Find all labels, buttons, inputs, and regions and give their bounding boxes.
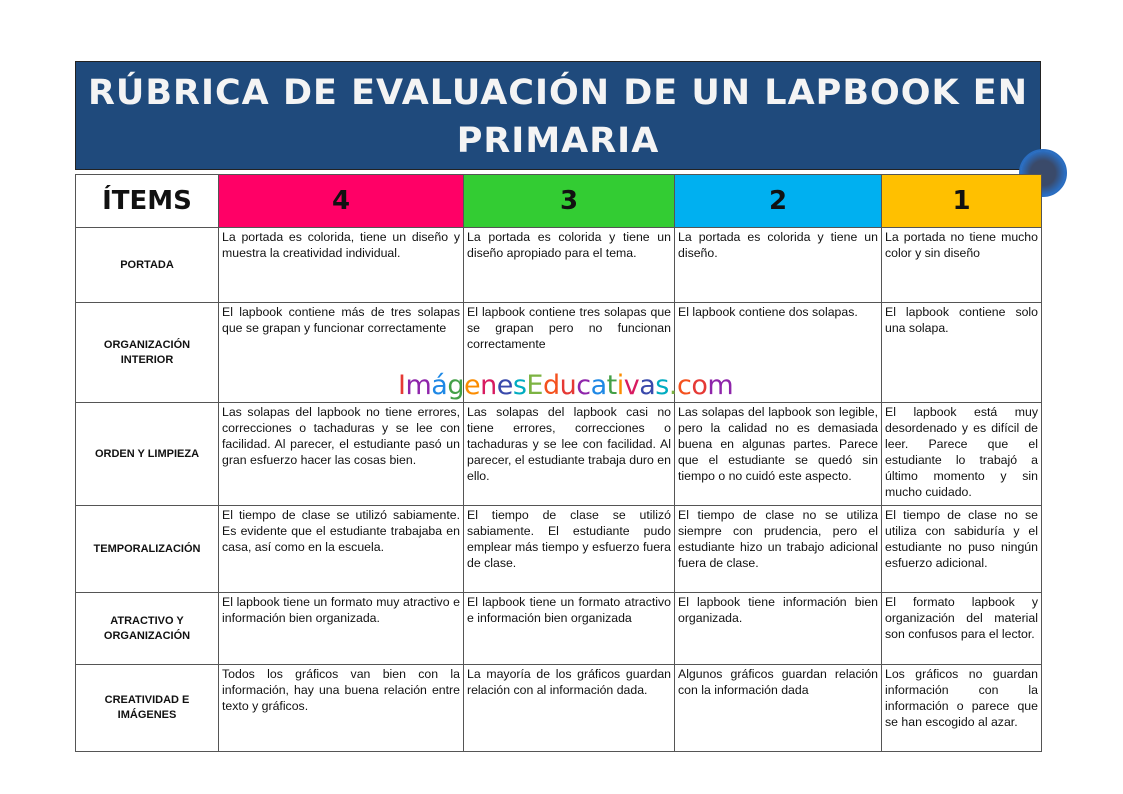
table-row: CREATIVIDAD E IMÁGENES Todos los gráficos… — [75, 664, 1042, 752]
criteria-cell: El lapbook tiene un formato atractivo e … — [463, 592, 675, 665]
criteria-cell: El tiempo de clase se utilizó sabiamente… — [463, 505, 675, 593]
criteria-cell: El lapbook contiene tres solapas que se … — [463, 302, 675, 403]
table-row: TEMPORALIZACIÓN El tiempo de clase se uti… — [75, 505, 1042, 593]
item-label: ATRACTIVO Y ORGANIZACIÓN — [75, 592, 219, 665]
item-label: ORDEN Y LIMPIEZA — [75, 402, 219, 506]
item-label: TEMPORALIZACIÓN — [75, 505, 219, 593]
rubric-table: ÍTEMS 4 3 2 1 PORTADA La portada es colorida,… — [75, 174, 1042, 752]
table-row: ORGANIZACIÓN INTERIOR El lapbook contiene… — [75, 302, 1042, 403]
items-header: ÍTEMS — [75, 174, 219, 228]
criteria-cell: Algunos gráficos guardan relación con la… — [674, 664, 882, 752]
page-title: RÚBRICA DE EVALUACIÓN DE UN LAPBOOK EN P… — [75, 61, 1041, 170]
criteria-cell: El lapbook tiene información bien organi… — [674, 592, 882, 665]
criteria-cell: Las solapas del lapbook no tiene errores… — [218, 402, 464, 506]
criteria-cell: El lapbook tiene un formato muy atractiv… — [218, 592, 464, 665]
item-label: ORGANIZACIÓN INTERIOR — [75, 302, 219, 403]
score-header: 3 — [463, 174, 675, 228]
score-header: 4 — [218, 174, 464, 228]
criteria-cell: El tiempo de clase no se utiliza siempre… — [674, 505, 882, 593]
table-row: PORTADA La portada es colorida, tiene un … — [75, 227, 1042, 303]
criteria-cell: Las solapas del lapbook casi no tiene er… — [463, 402, 675, 506]
item-label: PORTADA — [75, 227, 219, 303]
table-row: ATRACTIVO Y ORGANIZACIÓN El lapbook tiene… — [75, 592, 1042, 665]
criteria-cell: El lapbook contiene dos solapas. — [674, 302, 882, 403]
criteria-cell: El tiempo de clase no se utiliza con sab… — [881, 505, 1042, 593]
score-header: 2 — [674, 174, 882, 228]
criteria-cell: El tiempo de clase se utilizó sabiamente… — [218, 505, 464, 593]
criteria-cell: La portada es colorida, tiene un diseño … — [218, 227, 464, 303]
criteria-cell: La portada es colorida y tiene un diseño… — [463, 227, 675, 303]
criteria-cell: Los gráficos no guardan información con … — [881, 664, 1042, 752]
criteria-cell: La portada no tiene mucho color y sin di… — [881, 227, 1042, 303]
criteria-cell: La portada es colorida y tiene un diseño… — [674, 227, 882, 303]
watermark: ImágenesEducativas.com — [398, 370, 734, 401]
table-row: ORDEN Y LIMPIEZA Las solapas del lapbook … — [75, 402, 1042, 506]
criteria-cell: El lapbook contiene solo una solapa. — [881, 302, 1042, 403]
criteria-cell: La mayoría de los gráficos guardan relac… — [463, 664, 675, 752]
criteria-cell: El lapbook está muy desordenado y es dif… — [881, 402, 1042, 506]
criteria-cell: El formato lapbook y organización del ma… — [881, 592, 1042, 665]
criteria-cell: Las solapas del lapbook son legible, per… — [674, 402, 882, 506]
criteria-cell: Todos los gráficos van bien con la infor… — [218, 664, 464, 752]
item-label: CREATIVIDAD E IMÁGENES — [75, 664, 219, 752]
score-header: 1 — [881, 174, 1042, 228]
